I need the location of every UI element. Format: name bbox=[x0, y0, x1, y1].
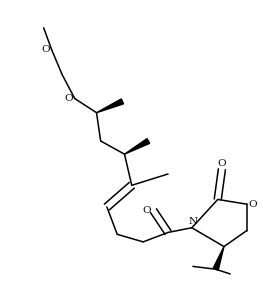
Text: O: O bbox=[64, 94, 73, 103]
Text: O: O bbox=[42, 45, 50, 54]
Polygon shape bbox=[124, 139, 150, 154]
Polygon shape bbox=[97, 99, 124, 113]
Text: O: O bbox=[249, 200, 257, 209]
Text: N: N bbox=[189, 217, 198, 226]
Text: O: O bbox=[217, 159, 226, 168]
Polygon shape bbox=[213, 247, 224, 270]
Text: O: O bbox=[143, 206, 151, 215]
